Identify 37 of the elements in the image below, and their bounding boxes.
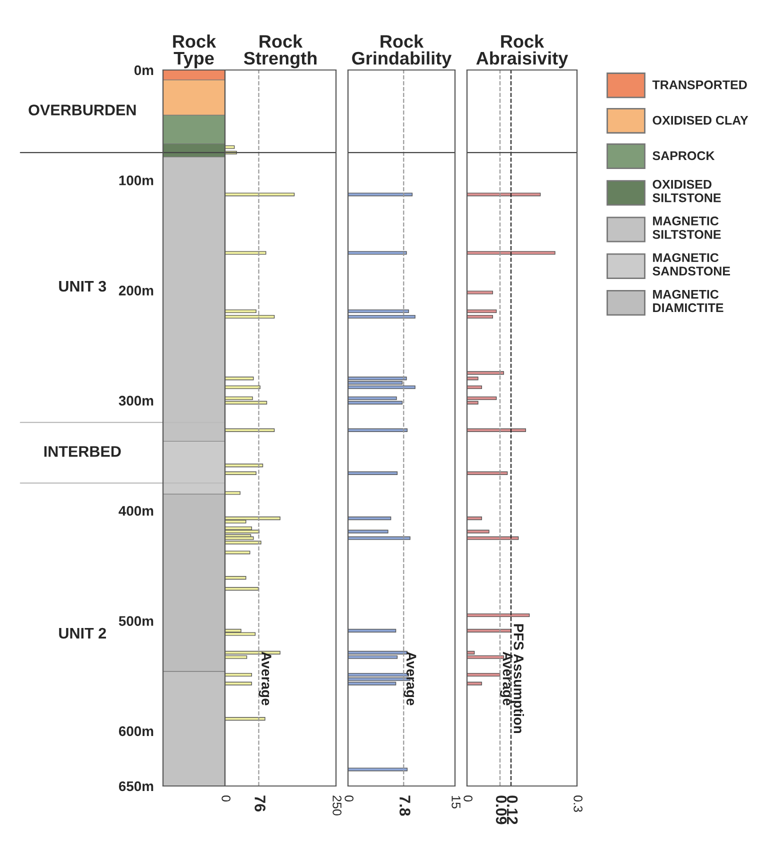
annotation: OVERBURDEN [28, 104, 136, 116]
y-tick-label: 650m [118, 781, 154, 792]
legend-label: TRANSPORTED [652, 80, 747, 90]
legend-label: MAGNETIC SILTSTONE [652, 216, 721, 239]
legend-label: SAPROCK [652, 151, 715, 160]
legend-label: MAGNETIC SANDSTONE [652, 253, 730, 276]
chart-title: Rock Abraisivity [476, 34, 568, 68]
chart-title: Rock Grindability [352, 34, 452, 68]
annotation: UNIT 3 [59, 280, 106, 292]
x-tick-label: 0 [464, 796, 472, 802]
x-tick-label: 0 [222, 796, 230, 802]
y-tick-label: 200m [118, 286, 154, 296]
x-tick-label: 7.8 [400, 796, 410, 816]
ref-line-label: Average [258, 652, 272, 706]
annotation: INTERBED [44, 446, 121, 457]
ref-line-label: Average [404, 652, 416, 706]
y-tick-label: 300m [118, 396, 154, 406]
legend-label: OXIDISED SILTSTONE [652, 180, 721, 202]
legend-label: MAGNETIC DIAMICTITE [653, 290, 724, 312]
x-tick-label: 0.09 [496, 796, 507, 824]
y-tick-label: 400m [118, 506, 154, 516]
x-tick-label: 76 [254, 796, 266, 812]
x-tick-label: 0 [344, 796, 354, 802]
ref-line-label: Average [500, 652, 512, 706]
y-tick-label: 0m [134, 65, 154, 76]
y-tick-label: 600m [118, 726, 154, 736]
x-tick-label: 15 [452, 796, 460, 808]
ref-line-label: PFS Assumption [511, 624, 524, 734]
x-tick-label: 250 [332, 796, 342, 816]
chart-title: Rock Strength [244, 34, 316, 68]
x-tick-label: 0.12 [506, 796, 518, 824]
y-tick-label: 100m [119, 175, 154, 186]
annotation: UNIT 2 [59, 628, 106, 639]
x-tick-label: 0.3 [574, 796, 582, 812]
y-tick-label: 500m [118, 616, 154, 626]
chart-title: Rock Type [173, 34, 216, 68]
legend-label: OXIDISED CLAY [652, 116, 748, 125]
